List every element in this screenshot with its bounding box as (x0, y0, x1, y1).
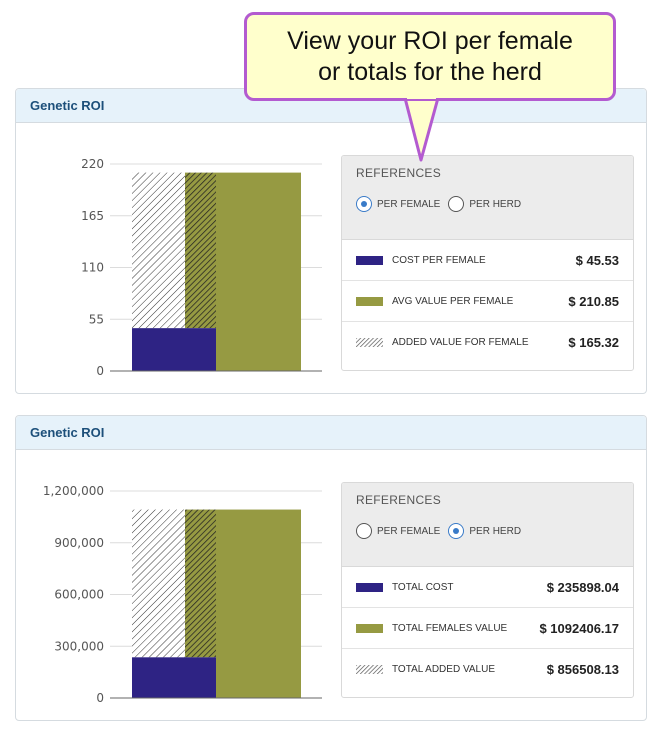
bar-added-value-hatch (132, 509, 185, 658)
callout-line-1: View your ROI per female (287, 27, 573, 55)
bar-value (216, 509, 301, 698)
y-tick-label: 165 (81, 209, 104, 223)
hatched-icon (356, 665, 383, 674)
solid-olive-icon (356, 623, 383, 633)
reference-row-value: AVG VALUE PER FEMALE $ 210.85 (342, 281, 633, 322)
references-box: REFERENCES PER FEMALE PER HERD TOTAL COS… (341, 482, 634, 698)
solid-blue-icon (356, 582, 383, 592)
y-tick-label: 110 (81, 261, 104, 275)
y-tick-label: 0 (96, 364, 104, 378)
reference-row-cost: TOTAL COST $ 235898.04 (342, 567, 633, 608)
radio-label: PER HERD (469, 198, 522, 210)
reference-value: $ 165.32 (568, 335, 619, 350)
radio-label: PER FEMALE (377, 525, 441, 537)
radio-per-female[interactable]: PER FEMALE (356, 196, 440, 212)
radio-selected-icon (356, 196, 372, 212)
tooltip-callout: View your ROI per female or totals for t… (244, 12, 616, 101)
reference-label: TOTAL ADDED VALUE (392, 664, 495, 675)
reference-value: $ 1092406.17 (539, 620, 619, 636)
references-box: REFERENCES PER FEMALE PER HERD COST PER … (341, 155, 634, 371)
bar-value (216, 172, 301, 371)
y-tick-label: 600,000 (54, 588, 104, 602)
bar-added-value-hatch (132, 172, 185, 329)
solid-blue-icon (356, 255, 383, 265)
bar-added-value (185, 172, 216, 329)
radio-unselected-icon (448, 196, 465, 212)
reference-row-cost: COST PER FEMALE $ 45.53 (342, 240, 633, 281)
references-title: REFERENCES (356, 166, 442, 180)
radio-per-female[interactable]: PER FEMALE (356, 523, 440, 539)
reference-value: $ 210.85 (568, 293, 619, 309)
y-tick-label: 300,000 (54, 639, 104, 653)
radio-per-herd[interactable]: PER HERD (448, 523, 521, 539)
radio-selected-icon (448, 523, 465, 539)
reference-label: COST PER FEMALE (392, 254, 486, 266)
panel-title: Genetic ROI (16, 416, 646, 450)
radio-label: PER FEMALE (377, 198, 441, 210)
reference-row-added: ADDED VALUE FOR FEMALE $ 165.32 (342, 322, 633, 363)
reference-value: $ 45.53 (575, 252, 619, 268)
y-tick-label: 0 (96, 691, 104, 705)
hatched-icon (356, 338, 383, 347)
reference-label: ADDED VALUE FOR FEMALE (392, 337, 529, 348)
reference-row-added: TOTAL ADDED VALUE $ 856508.13 (342, 649, 633, 690)
bar-cost (132, 328, 216, 371)
callout-line-2: or totals for the herd (318, 58, 542, 86)
y-tick-label: 900,000 (54, 536, 104, 550)
y-tick-label: 55 (89, 312, 104, 326)
bar-cost (132, 657, 216, 698)
reference-row-value: TOTAL FEMALES VALUE $ 1092406.17 (342, 608, 633, 649)
bar-added-value (185, 509, 216, 658)
radio-label: PER HERD (469, 525, 522, 537)
radio-per-herd[interactable]: PER HERD (448, 196, 521, 212)
reference-label: TOTAL FEMALES VALUE (392, 622, 508, 634)
reference-value: $ 235898.04 (546, 579, 619, 595)
reference-label: AVG VALUE PER FEMALE (392, 295, 514, 307)
y-tick-label: 220 (81, 157, 104, 171)
solid-olive-icon (356, 296, 383, 306)
reference-value: $ 856508.13 (546, 662, 619, 677)
references-title: REFERENCES (356, 493, 442, 507)
radio-unselected-icon (356, 523, 372, 539)
y-tick-label: 1,200,000 (43, 484, 104, 498)
reference-label: TOTAL COST (392, 581, 454, 593)
